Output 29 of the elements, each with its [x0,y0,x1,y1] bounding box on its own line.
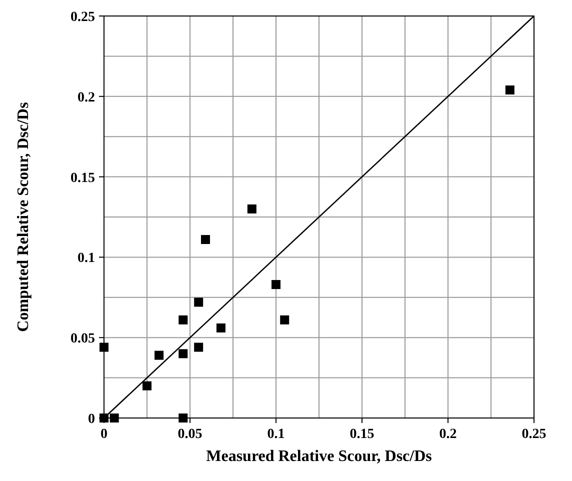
point [272,280,280,290]
point [280,315,290,324]
x-tick-label: 0 [100,427,108,442]
y-tick-label: 0 [88,412,95,427]
x-axis-title: Measured Relative Scour, Dsc/Ds [206,448,432,465]
point [178,315,188,324]
x-tick-label: 0.25 [522,427,546,442]
point [142,381,152,390]
point [110,414,119,422]
point [216,323,226,332]
y-axis-title: Computed Relative Scour, Dsc/Ds [15,102,32,332]
point [154,350,164,360]
y-tick-label: 0.15 [70,170,95,186]
y-tick-label: 0.2 [78,90,95,106]
point [178,414,188,422]
x-tick-label: 0.2 [439,427,457,442]
y-tick-label: 0.25 [70,10,95,25]
x-tick-label: 0.05 [178,427,202,442]
point [194,342,204,352]
point [247,204,256,214]
y-tick-label: 0.1 [78,251,95,266]
point [100,342,108,352]
point [200,235,210,244]
x-tick-label: 0.1 [267,427,285,442]
point [194,298,204,307]
point [178,349,188,358]
point [505,85,514,94]
y-tick-label: 0.05 [70,332,95,347]
x-tick-label: 0.15 [350,427,374,442]
